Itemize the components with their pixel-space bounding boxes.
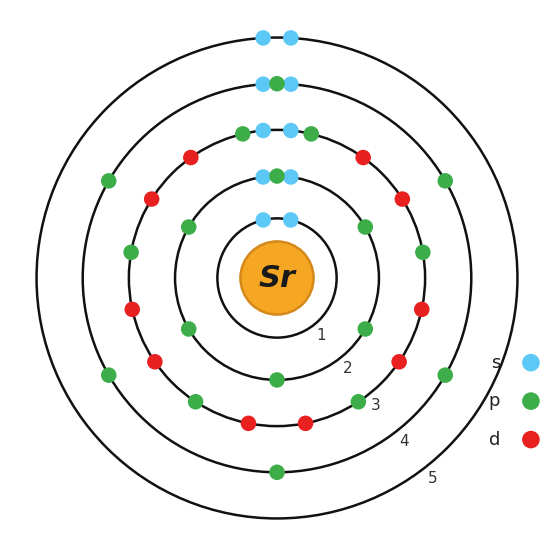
Circle shape (299, 416, 312, 430)
Circle shape (257, 170, 270, 184)
Circle shape (523, 393, 539, 409)
Circle shape (182, 322, 196, 336)
Circle shape (257, 31, 270, 45)
Circle shape (236, 127, 250, 141)
Circle shape (304, 127, 318, 141)
Circle shape (392, 355, 406, 369)
Text: 2: 2 (343, 361, 352, 376)
Circle shape (145, 192, 158, 206)
Circle shape (396, 192, 409, 206)
Text: 4: 4 (399, 434, 409, 449)
Circle shape (523, 431, 539, 448)
Circle shape (438, 368, 452, 382)
Circle shape (284, 213, 297, 227)
Text: 3: 3 (371, 398, 381, 413)
Circle shape (270, 77, 284, 91)
Circle shape (125, 302, 139, 316)
Circle shape (351, 395, 365, 409)
Circle shape (356, 151, 370, 165)
Circle shape (438, 174, 452, 188)
Circle shape (523, 355, 539, 371)
Circle shape (102, 174, 116, 188)
Circle shape (416, 245, 430, 259)
Circle shape (184, 151, 198, 165)
Circle shape (182, 220, 196, 234)
Circle shape (240, 241, 314, 315)
Circle shape (270, 465, 284, 479)
Circle shape (284, 123, 297, 137)
Circle shape (257, 213, 270, 227)
Circle shape (257, 123, 270, 137)
Circle shape (242, 416, 255, 430)
Circle shape (270, 373, 284, 387)
Circle shape (102, 368, 116, 382)
Text: Sr: Sr (259, 264, 295, 292)
Circle shape (124, 245, 138, 259)
Circle shape (284, 31, 297, 45)
Circle shape (284, 170, 297, 184)
Circle shape (358, 322, 372, 336)
Circle shape (189, 395, 203, 409)
Text: s: s (491, 354, 500, 371)
Circle shape (270, 169, 284, 183)
Text: 1: 1 (317, 328, 326, 343)
Circle shape (148, 355, 162, 369)
Circle shape (284, 77, 297, 91)
Circle shape (358, 220, 372, 234)
Text: 5: 5 (428, 470, 438, 485)
Circle shape (257, 77, 270, 91)
Text: p: p (489, 392, 500, 410)
Text: d: d (489, 430, 500, 449)
Circle shape (415, 302, 429, 316)
